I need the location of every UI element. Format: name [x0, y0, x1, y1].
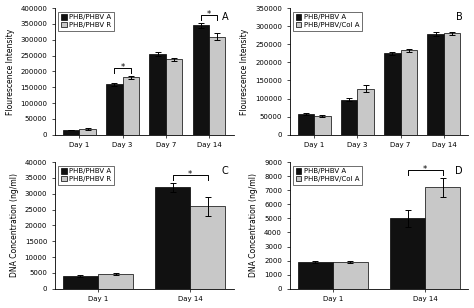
Bar — [209, 37, 226, 135]
Legend: PHB/PHBV A, PHB/PHBV/Col A: PHB/PHBV A, PHB/PHBV/Col A — [293, 165, 362, 184]
Bar — [357, 89, 374, 135]
Y-axis label: DNA Concentration (ng/ml): DNA Concentration (ng/ml) — [10, 173, 19, 278]
Y-axis label: Flourescence Intensity: Flourescence Intensity — [240, 28, 249, 115]
Bar — [192, 26, 209, 135]
Bar — [428, 34, 444, 135]
Text: *: * — [207, 10, 211, 19]
Bar — [401, 51, 417, 135]
Bar — [298, 262, 333, 289]
Text: A: A — [221, 12, 228, 22]
Bar — [166, 59, 182, 135]
Bar — [444, 33, 460, 135]
Text: B: B — [456, 12, 463, 22]
Bar — [298, 114, 314, 135]
Y-axis label: DNA Concentration (ng/ml): DNA Concentration (ng/ml) — [249, 173, 258, 278]
Bar — [98, 274, 133, 289]
Bar — [106, 84, 122, 135]
Bar — [425, 187, 460, 289]
Bar — [149, 54, 166, 135]
Bar — [155, 187, 190, 289]
Bar — [341, 100, 357, 135]
Bar — [390, 218, 425, 289]
Bar — [63, 276, 98, 289]
Text: *: * — [188, 170, 192, 179]
Bar — [122, 77, 139, 135]
Bar — [190, 206, 226, 289]
Bar — [314, 116, 331, 135]
Bar — [384, 53, 401, 135]
Text: *: * — [423, 165, 428, 174]
Bar — [79, 129, 96, 135]
Text: D: D — [456, 166, 463, 176]
Y-axis label: Flourescence Intensity: Flourescence Intensity — [6, 28, 15, 115]
Bar — [333, 262, 368, 289]
Text: *: * — [120, 63, 125, 72]
Bar — [63, 130, 79, 135]
Legend: PHB/PHBV A, PHB/PHBV R: PHB/PHBV A, PHB/PHBV R — [58, 165, 114, 184]
Text: C: C — [221, 166, 228, 176]
Legend: PHB/PHBV A, PHB/PHBV R: PHB/PHBV A, PHB/PHBV R — [58, 11, 114, 30]
Legend: PHB/PHBV A, PHB/PHBV/Col A: PHB/PHBV A, PHB/PHBV/Col A — [293, 11, 362, 30]
